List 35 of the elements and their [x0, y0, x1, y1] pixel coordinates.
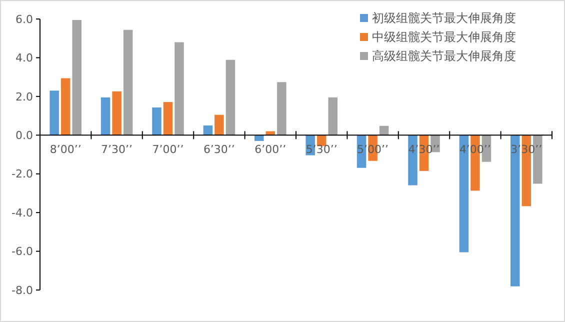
bar [214, 114, 224, 136]
bar [203, 125, 213, 136]
y-tick-label: -2.0 [12, 168, 33, 181]
x-tick-label: 5’00’’ [357, 143, 389, 156]
x-tick-label: 4’30’’ [408, 143, 440, 156]
bar [100, 97, 110, 136]
bar [174, 42, 184, 136]
x-tick-label: 8’00’’ [50, 143, 82, 156]
y-tick-label: 6.0 [16, 12, 33, 26]
x-tick-label: 7’30’’ [101, 143, 133, 156]
y-tick-label: 2.0 [16, 90, 33, 104]
bar [50, 90, 59, 136]
bar [60, 78, 70, 136]
x-tick-label: 6’00’’ [254, 143, 286, 156]
y-tick-label: -4.0 [12, 206, 33, 220]
bar [254, 135, 264, 141]
legend-label: 高级组髋关节最大伸展角度 [372, 49, 516, 64]
bar [277, 82, 286, 136]
y-tick-label: 0.0 [16, 128, 33, 142]
y-tick-label: -6.0 [12, 245, 33, 258]
bar [226, 60, 236, 136]
legend-label: 中级组髋关节最大伸展角度 [372, 30, 516, 44]
x-tick-label: 6’30’’ [203, 143, 235, 156]
x-tick-label: 3’30’’ [510, 143, 542, 156]
x-tick-label: 7’00’’ [152, 143, 184, 156]
y-tick-label: 4.0 [16, 52, 33, 65]
y-tick-label: -8.0 [12, 284, 33, 297]
bar [72, 20, 82, 136]
x-tick-label: 4’00’’ [459, 143, 491, 156]
legend-label: 初级组髋关节最大伸展角度 [372, 11, 516, 26]
bar [112, 91, 122, 136]
bar [163, 102, 173, 136]
bar [123, 30, 133, 136]
bar [152, 107, 162, 136]
bar [328, 97, 338, 136]
